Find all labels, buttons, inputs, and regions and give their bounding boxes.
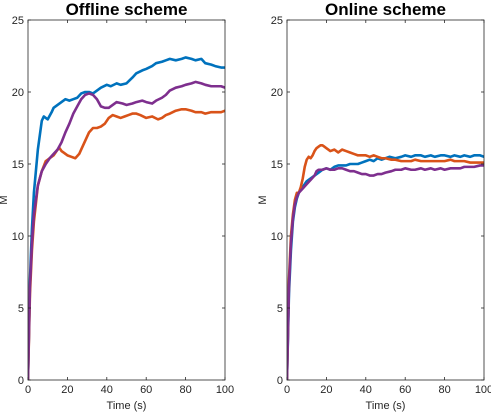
axes-box (27, 19, 226, 381)
series-line-3 (287, 164, 484, 380)
y-tick-label: 5 (277, 303, 283, 315)
x-axis-label: Time (s) (366, 400, 406, 412)
series-line-3 (28, 80, 225, 380)
x-axis-label: Time (s) (107, 400, 147, 412)
y-tick-label: 20 (12, 87, 24, 99)
y-axis-label: M (0, 195, 10, 204)
x-tick-label: 80 (438, 384, 450, 396)
x-tick-label: 40 (360, 384, 372, 396)
x-tick-label: 0 (25, 384, 31, 396)
y-tick-label: 0 (277, 375, 283, 387)
x-tick-label: 100 (216, 384, 234, 396)
x-tick-label: 60 (399, 384, 411, 396)
x-tick-label: 40 (101, 384, 113, 396)
y-tick-label: 25 (12, 15, 24, 27)
chart-title: Offline scheme (66, 0, 188, 19)
y-tick-label: 20 (271, 87, 283, 99)
series-line-1 (287, 154, 484, 380)
y-tick-label: 5 (18, 303, 24, 315)
y-tick-label: 15 (271, 159, 283, 171)
series-line-1 (28, 56, 225, 380)
y-axis-label: M (257, 195, 269, 204)
y-tick-label: 10 (12, 231, 24, 243)
x-tick-label: 20 (61, 384, 73, 396)
y-tick-label: 10 (271, 231, 283, 243)
y-tick-label: 25 (271, 15, 283, 27)
series-line-2 (287, 143, 484, 380)
x-tick-label: 0 (284, 384, 290, 396)
chart-title: Online scheme (325, 0, 446, 19)
x-tick-label: 80 (179, 384, 191, 396)
axes-box (286, 19, 485, 381)
x-tick-label: 20 (320, 384, 332, 396)
online-panel: Online scheme Time (s) M 0 20 40 60 80 100 0 5 1… (257, 0, 491, 412)
y-tick-label: 15 (12, 159, 24, 171)
offline-panel: Offline scheme Time (s) M 0 20 40 60 80 100 0 5… (0, 0, 234, 412)
x-tick-label: 60 (140, 384, 152, 396)
y-tick-label: 0 (18, 375, 24, 387)
x-tick-label: 100 (475, 384, 491, 396)
